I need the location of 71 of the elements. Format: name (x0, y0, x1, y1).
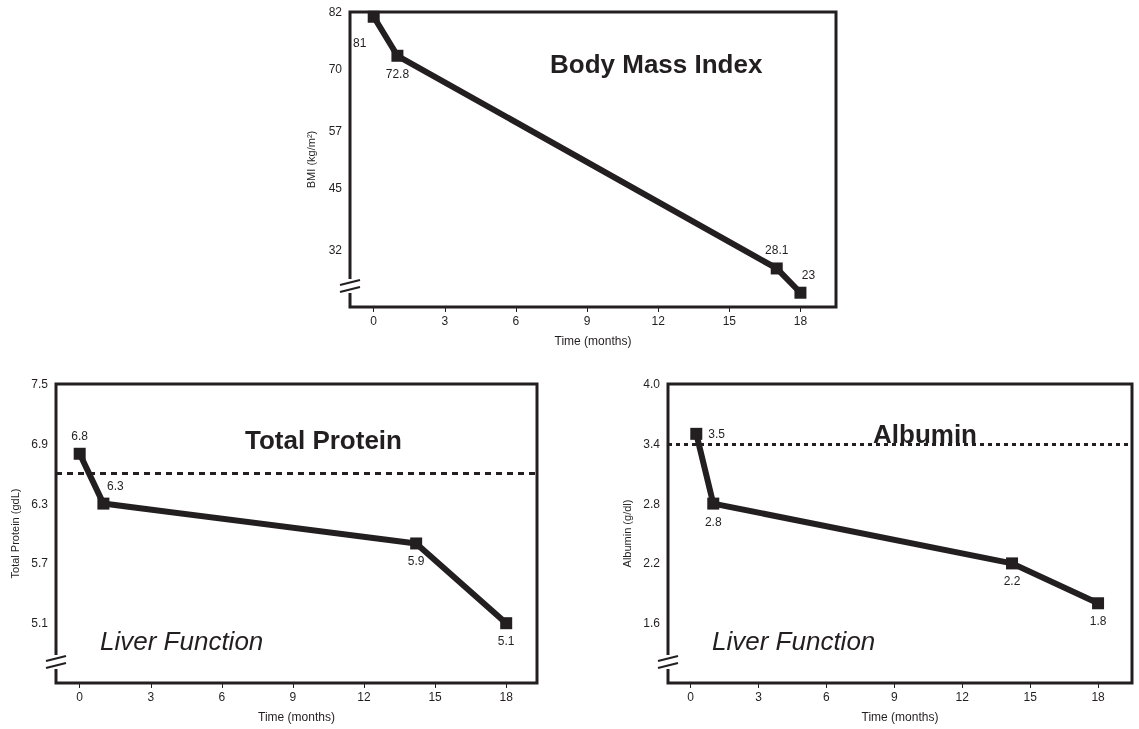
y-axis-title: BMI (kg/m²) (304, 130, 317, 189)
x-tick-label: 3 (755, 690, 763, 704)
point (1006, 557, 1019, 570)
text: Albumin (873, 419, 977, 449)
x-tick-label: 9 (891, 690, 898, 704)
x-tick-label: 6 (512, 314, 520, 328)
data-label: 5.9 (407, 554, 425, 569)
point (794, 286, 807, 299)
annotation: Liver Function (100, 626, 264, 656)
data-label: 6.8 (71, 428, 89, 443)
x-tick-label: 9 (583, 314, 591, 328)
x-tick-label: 12 (651, 314, 666, 328)
y-tick-label: 57 (328, 123, 343, 138)
x-tick-label: 12 (955, 690, 970, 704)
data-label: 72.8 (385, 66, 410, 81)
y-tick-label: 2.2 (643, 556, 661, 571)
x-tick-label: 9 (289, 690, 297, 704)
x-tick-label: 6 (823, 690, 831, 704)
data-label: 6.3 (107, 478, 125, 493)
data-label: 5.1 (497, 634, 515, 649)
y-tick-label: 82 (328, 5, 343, 19)
y-tick-label: 3.4 (643, 436, 661, 451)
x-axis-title: Time (months) (861, 710, 939, 724)
x-tick-label: 18 (793, 314, 808, 328)
y-tick-label: 70 (328, 62, 343, 77)
x-axis-title: Time (months) (258, 710, 335, 724)
point (690, 427, 703, 440)
data-label: 3.5 (708, 426, 726, 441)
point (770, 262, 783, 275)
y-tick-label: 4.0 (643, 377, 661, 391)
x-tick-label: 0 (76, 690, 84, 704)
x-tick-label: 0 (687, 690, 695, 704)
text: Body Mass Index (550, 49, 763, 79)
y-tick-label: 5.7 (31, 556, 49, 571)
x-axis-title: Time (months) (554, 334, 632, 348)
y-tick-label: 2.8 (643, 496, 661, 511)
point (1092, 597, 1105, 610)
x-tick-label: 15 (428, 690, 443, 704)
data-label: 2.2 (1003, 574, 1021, 589)
y-axis-title: Total Protein (gdL) (8, 488, 21, 579)
annotation: Liver Function (712, 626, 876, 656)
point (73, 447, 86, 460)
y-tick-label: 7.5 (31, 377, 49, 391)
point (500, 617, 513, 630)
x-tick-label: 3 (147, 690, 155, 704)
x-tick-label: 15 (1023, 690, 1038, 704)
y-tick-label: 32 (328, 242, 343, 257)
x-tick-label: 18 (499, 690, 514, 704)
y-tick-label: 1.6 (643, 616, 661, 631)
point (97, 497, 110, 510)
y-axis-title: Albumin (g/dl) (620, 499, 633, 568)
point (410, 537, 423, 550)
x-tick-label: 15 (722, 314, 737, 328)
x-tick-label: 18 (1091, 690, 1106, 704)
data-label: 1.8 (1089, 614, 1107, 629)
y-tick-label: 6.9 (31, 436, 49, 451)
text: Total Protein (245, 425, 402, 455)
y-tick-label: 6.3 (31, 496, 49, 511)
data-label: 28.1 (765, 243, 789, 258)
y-tick-label: 5.1 (31, 616, 49, 631)
data-label: 23 (801, 267, 816, 282)
x-tick-label: 6 (218, 690, 226, 704)
data-label: 81 (353, 35, 367, 50)
x-tick-label: 3 (441, 314, 449, 328)
y-tick-label: 45 (328, 181, 343, 196)
x-tick-label: 0 (370, 314, 378, 328)
point (367, 10, 380, 23)
point (391, 49, 404, 62)
data-label: 2.8 (704, 514, 722, 529)
x-tick-label: 12 (357, 690, 372, 704)
point (707, 497, 720, 510)
